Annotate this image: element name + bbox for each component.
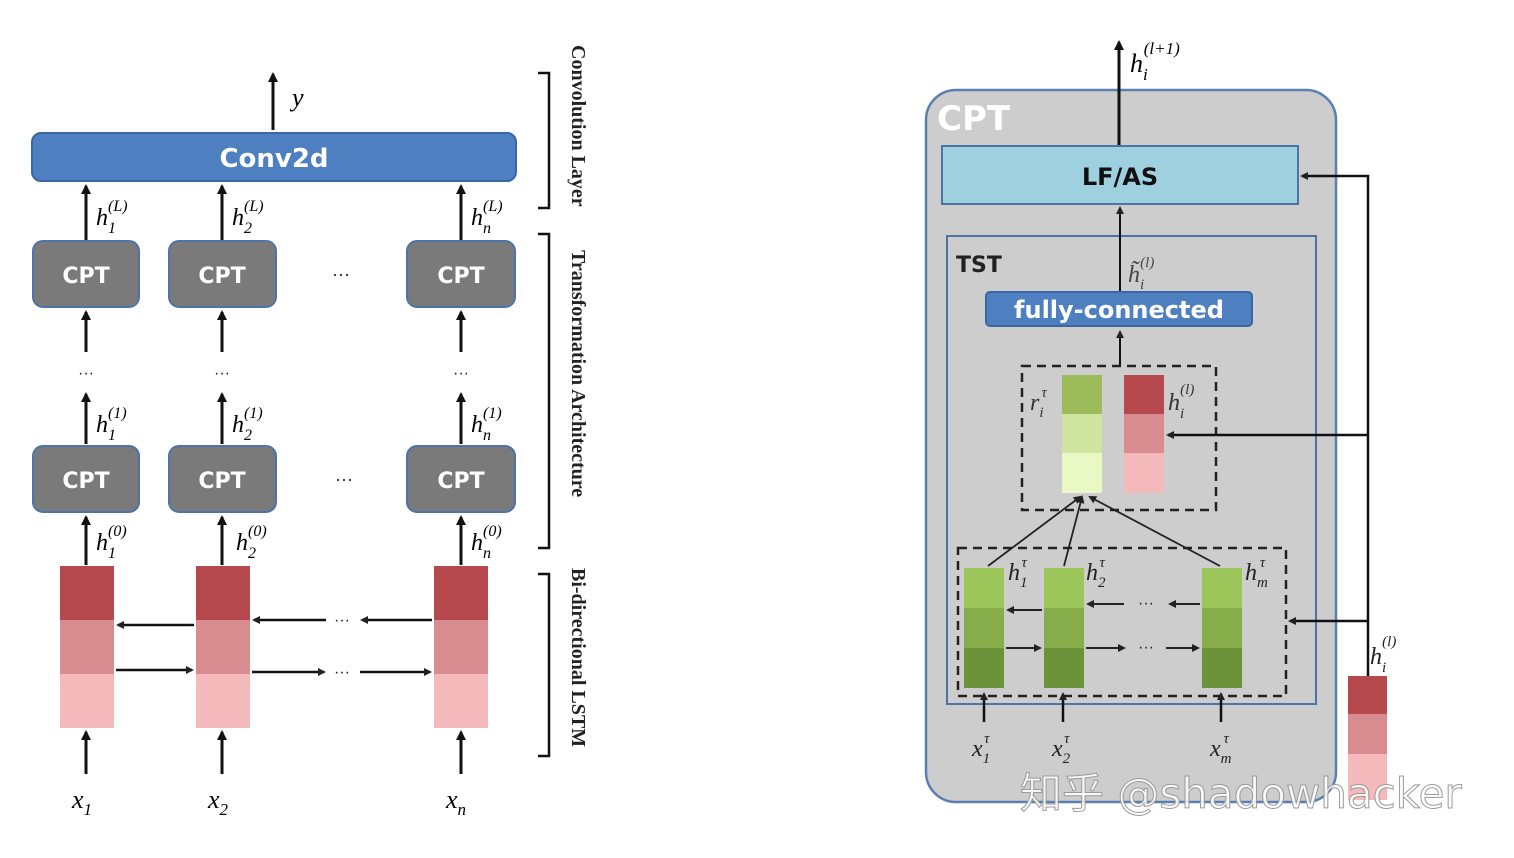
lstm-cell — [60, 566, 114, 620]
svg-text:CPT: CPT — [62, 264, 109, 289]
lfas-block — [941, 145, 1299, 205]
svg-text:x1τ: x1τ — [971, 731, 990, 767]
hidden-L-labels: h1(L) h2(L) hn(L) — [96, 198, 503, 237]
bracket-trans-label: Transformation Architecture — [567, 250, 589, 497]
svg-text:···: ··· — [1138, 639, 1154, 656]
context-cells — [964, 568, 1242, 688]
svg-text:x2: x2 — [207, 785, 229, 819]
svg-text:hn(1): hn(1) — [471, 405, 502, 444]
svg-text:h1(0): h1(0) — [96, 523, 127, 562]
lstm-connections — [116, 616, 432, 676]
svg-text:···: ··· — [214, 365, 230, 382]
context-lstm-arrows — [1006, 600, 1200, 652]
svg-text:fully-connected: fully-connected — [1014, 296, 1224, 324]
svg-text:h1τ: h1τ — [1008, 555, 1028, 591]
input-labels: x1 x2 xn — [71, 785, 466, 819]
svg-text:···: ··· — [334, 612, 350, 629]
svg-text:···: ··· — [453, 365, 469, 382]
lstm-cell — [196, 566, 250, 620]
svg-text:h2(0): h2(0) — [236, 523, 267, 562]
conv2d-label: Conv2d — [219, 144, 328, 174]
cpt-block — [168, 240, 277, 308]
lstm-cells — [60, 566, 488, 728]
attention-arrows — [987, 495, 1221, 567]
svg-text:hn(L): hn(L) — [471, 198, 503, 237]
svg-text:···: ··· — [334, 664, 350, 681]
context-labels: h1τ h2τ hmτ — [1008, 555, 1268, 591]
cpt-block — [406, 240, 516, 308]
watermark: 知乎 @shadowhacker — [1020, 769, 1462, 818]
svg-text:···: ··· — [1138, 595, 1154, 612]
svg-text:TST: TST — [956, 253, 1002, 278]
svg-text:h1(1): h1(1) — [96, 405, 127, 444]
svg-text:CPT: CPT — [198, 264, 245, 289]
bracket-lstm-label: Bi-directional LSTM — [567, 568, 589, 747]
cpt-block — [168, 445, 277, 513]
tilde-h-label: h̃i(l) — [1128, 255, 1154, 293]
svg-text:CPT: CPT — [62, 469, 109, 494]
external-h-vector — [1348, 676, 1387, 800]
lstm-cell — [434, 566, 488, 620]
cpt-title: CPT — [937, 99, 1011, 139]
r-vector — [1062, 375, 1102, 493]
svg-text:CPT: CPT — [437, 469, 484, 494]
svg-text:hmτ: hmτ — [1245, 555, 1268, 591]
svg-text:x1: x1 — [71, 785, 92, 819]
conv2d-block — [31, 132, 517, 182]
h-il-label: hi(l) — [1168, 382, 1194, 422]
output-h-label: hi(l+1) — [1130, 39, 1180, 84]
x-tau-labels: x1τ x2τ xmτ — [971, 731, 1232, 767]
r-label: riτ — [1030, 385, 1048, 421]
context-box — [956, 546, 1288, 698]
left-panel: y Conv2d h1(L) h2(L) hn(L) CPT CPT CPT ·… — [31, 45, 589, 819]
svg-text:CPT: CPT — [437, 264, 484, 289]
cpt-block — [406, 445, 516, 513]
cpt-row-bottom: CPT CPT CPT ··· — [32, 445, 516, 513]
svg-text:hn(0): hn(0) — [471, 523, 502, 562]
svg-text:···: ··· — [78, 365, 94, 382]
svg-text:LF/AS: LF/AS — [1082, 163, 1158, 191]
svg-text:h2(L): h2(L) — [232, 198, 264, 237]
hidden-1-labels: h1(1) h2(1) hn(1) — [96, 405, 502, 444]
cpt-block — [32, 445, 140, 513]
layer-brackets — [538, 71, 551, 758]
svg-text:···: ··· — [332, 264, 350, 284]
svg-text:xn: xn — [445, 785, 466, 819]
external-h-label: hi(l) — [1370, 634, 1396, 676]
cpt-block — [32, 240, 140, 308]
right-panel: CPT hi(l+1) LF/AS TST h̃i(l) fully-conne… — [924, 39, 1396, 804]
svg-text:h1(L): h1(L) — [96, 198, 128, 237]
svg-text:h2(1): h2(1) — [232, 405, 263, 444]
svg-text:···: ··· — [335, 469, 353, 489]
svg-text:h2τ: h2τ — [1086, 555, 1106, 591]
concat-box — [1020, 364, 1218, 512]
tst-block — [946, 235, 1317, 705]
output-y-label: y — [289, 83, 304, 112]
svg-text:xmτ: xmτ — [1209, 731, 1232, 767]
fully-connected-block — [985, 291, 1253, 327]
bracket-conv-label: Convolution Layer — [567, 45, 589, 207]
svg-text:CPT: CPT — [198, 469, 245, 494]
cpt-row-top: CPT CPT CPT ··· — [32, 240, 516, 308]
routing-lines — [1166, 172, 1370, 676]
svg-text:x2τ: x2τ — [1051, 731, 1071, 767]
hidden-0-labels: h1(0) h2(0) hn(0) — [96, 523, 502, 562]
h-vector — [1124, 375, 1164, 493]
